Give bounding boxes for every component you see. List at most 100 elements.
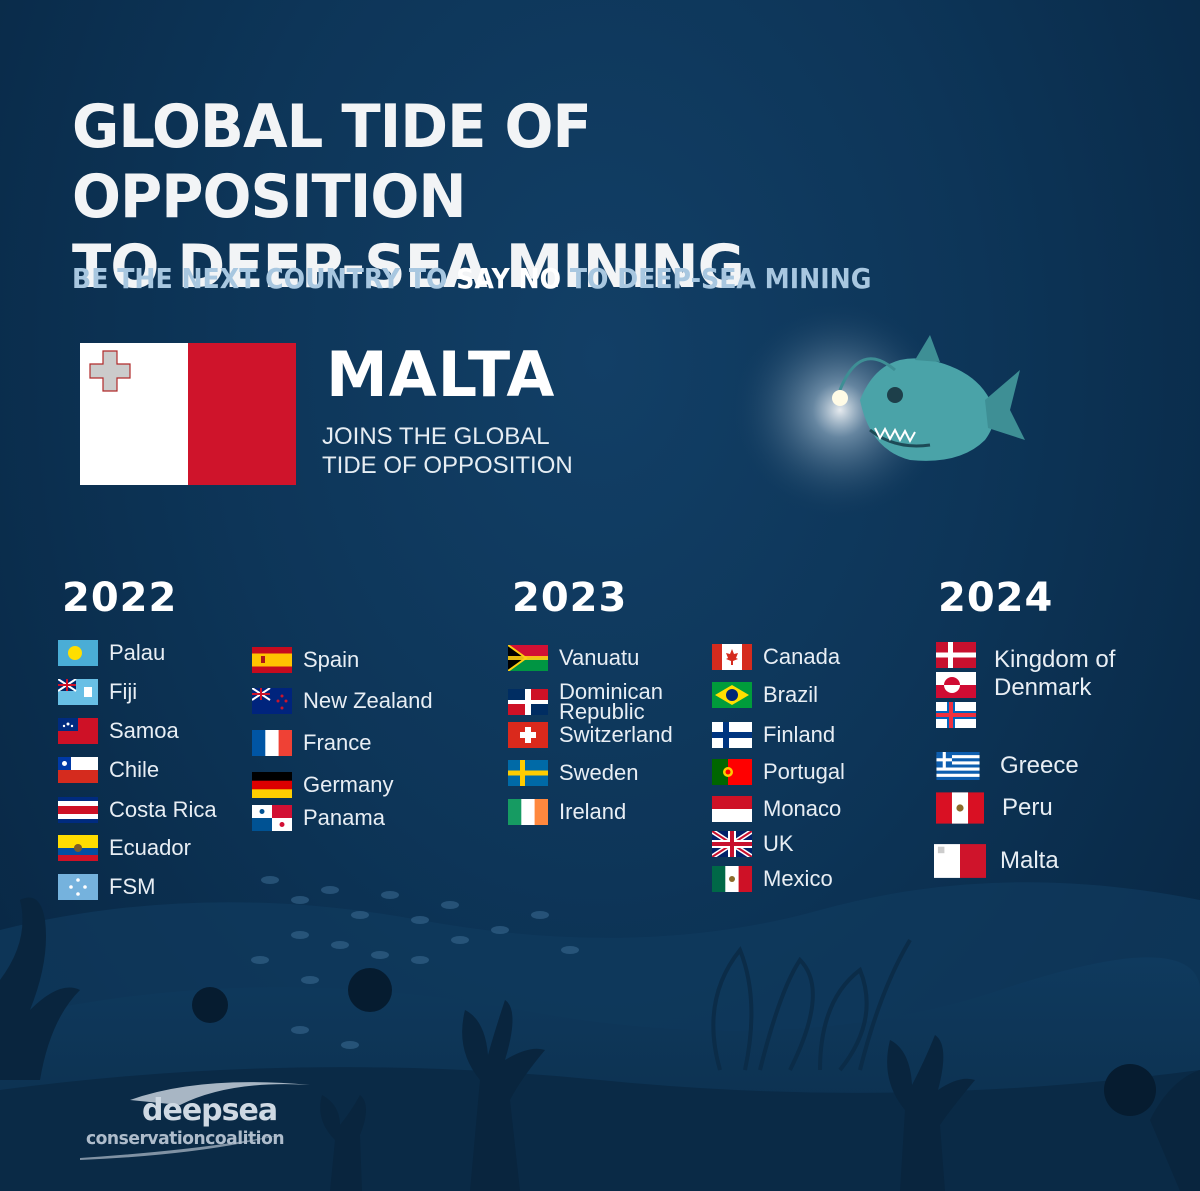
list-item-chile: Chile xyxy=(58,757,159,783)
page-title: GLOBAL TIDE OF OPPOSITION TO DEEP-SEA MI… xyxy=(72,92,936,302)
peru-flag-icon xyxy=(936,792,984,824)
fiji-flag-icon xyxy=(58,679,98,705)
country-name: Chile xyxy=(109,757,160,782)
featured-caption-line-2: TIDE OF OPPOSITION xyxy=(322,452,573,479)
anglerfish-illustration xyxy=(730,300,1025,520)
list-item-france: France xyxy=(252,730,371,756)
country-name: Peru xyxy=(1002,794,1053,821)
faroe-islands-flag-icon xyxy=(936,702,976,728)
mexico-flag-icon xyxy=(712,866,752,892)
list-item-samoa: Samoa xyxy=(58,718,179,744)
country-name: Canada xyxy=(763,644,841,669)
logo-text-bottom: conservationcoalition xyxy=(86,1128,285,1149)
subtitle-part-2: TO DEEP-SEA MINING xyxy=(561,262,872,295)
list-item-kingdom-of-denmark: Kingdom of Denmark xyxy=(936,642,1124,728)
country-name: Switzerland xyxy=(559,722,673,747)
country-name: Kingdom of Denmark xyxy=(994,646,1116,701)
country-name: Brazil xyxy=(763,682,819,707)
new-zealand-flag-icon xyxy=(252,688,292,714)
list-item-sweden: Sweden xyxy=(508,760,639,786)
country-name: Greece xyxy=(1000,752,1079,779)
samoa-flag-icon xyxy=(58,718,98,744)
list-item-panama: Panama xyxy=(252,805,385,831)
list-item-malta: Malta xyxy=(934,843,1059,879)
list-item-greece: Greece xyxy=(936,752,1079,780)
vanuatu-flag-icon xyxy=(508,645,548,671)
country-name: Samoa xyxy=(109,718,179,743)
list-item-fsm: FSM xyxy=(58,874,155,900)
subtitle-part-1: BE THE NEXT COUNTRY TO xyxy=(72,262,457,295)
featured-caption: JOINS THE GLOBAL TIDE OF OPPOSITION xyxy=(322,422,642,480)
deepsea-logo-wave-icon xyxy=(80,1082,310,1160)
list-item-mexico: Mexico xyxy=(712,866,833,892)
country-name: Finland xyxy=(763,722,836,747)
year-2022: 2022 xyxy=(62,575,178,621)
portugal-flag-icon xyxy=(712,759,752,785)
switzerland-flag-icon xyxy=(508,722,548,748)
country-name: Panama xyxy=(303,805,385,830)
costa-rica-flag-icon xyxy=(58,797,98,823)
country-name: Fiji xyxy=(109,679,138,704)
list-item-vanuatu: Vanuatu xyxy=(508,645,639,671)
fsm-flag-icon xyxy=(58,874,98,900)
france-flag-icon xyxy=(252,730,292,756)
list-item-peru: Peru xyxy=(936,792,1053,824)
title-line-1: GLOBAL TIDE OF OPPOSITION xyxy=(72,92,592,232)
country-name: Palau xyxy=(109,640,166,665)
canada-flag-icon xyxy=(712,644,752,670)
country-name: New Zealand xyxy=(303,688,433,713)
kingdom-of-denmark-flags xyxy=(936,642,976,728)
dominican-republic-flag-icon xyxy=(508,689,548,715)
country-name: FSM xyxy=(109,874,156,899)
malta-flag-icon xyxy=(934,844,986,878)
list-item-ireland: Ireland xyxy=(508,799,626,825)
list-item-monaco: Monaco xyxy=(712,796,841,822)
list-item-ecuador: Ecuador xyxy=(58,835,191,861)
chile-flag-icon xyxy=(58,757,98,783)
country-name: Ecuador xyxy=(109,835,191,860)
subtitle-space xyxy=(510,262,519,295)
country-name: UK xyxy=(763,831,794,856)
subtitle: BE THE NEXT COUNTRY TO SAY NO TO DEEP-SE… xyxy=(72,262,871,295)
country-name: Ireland xyxy=(559,799,627,824)
country-name: Dominican Republic xyxy=(559,679,663,724)
list-item-canada: Canada xyxy=(712,644,840,670)
greenland-flag-icon xyxy=(936,672,976,698)
list-item-uk: UK xyxy=(712,831,794,857)
logo-text-top: deepsea xyxy=(142,1093,278,1128)
list-item-costa-rica: Costa Rica xyxy=(58,797,217,823)
country-name: France xyxy=(303,730,372,755)
year-2024: 2024 xyxy=(938,575,1054,621)
greece-flag-icon xyxy=(936,752,980,780)
subtitle-say: SAY xyxy=(456,262,510,295)
list-item-portugal: Portugal xyxy=(712,759,845,785)
list-item-germany: Germany xyxy=(252,772,393,798)
year-2023: 2023 xyxy=(512,575,628,621)
list-item-finland: Finland xyxy=(712,722,835,748)
list-item-brazil: Brazil xyxy=(712,682,818,708)
list-item-dominican-republic: Dominican Republic xyxy=(508,679,689,724)
featured-country: MALTA xyxy=(326,338,556,411)
panama-flag-icon xyxy=(252,805,292,831)
denmark-flag-icon xyxy=(936,642,976,668)
palau-flag-icon xyxy=(58,640,98,666)
title-line-2: TO DEEP-SEA MINING xyxy=(72,232,745,302)
country-name: Malta xyxy=(1000,847,1059,874)
brazil-flag-icon xyxy=(712,682,752,708)
country-name: Portugal xyxy=(763,759,845,784)
ireland-flag-icon xyxy=(508,799,548,825)
country-name: Spain xyxy=(303,647,360,672)
germany-flag-icon xyxy=(252,772,292,798)
country-name: Costa Rica xyxy=(109,797,217,822)
ecuador-flag-icon xyxy=(58,835,98,861)
sweden-flag-icon xyxy=(508,760,548,786)
country-name: Germany xyxy=(303,772,394,797)
finland-flag-icon xyxy=(712,722,752,748)
seafloor-illustration xyxy=(0,876,1200,1191)
country-name: Sweden xyxy=(559,760,639,785)
list-item-fiji: Fiji xyxy=(58,679,137,705)
list-item-palau: Palau xyxy=(58,640,165,666)
country-name: Monaco xyxy=(763,796,842,821)
spain-flag-icon xyxy=(252,647,292,673)
list-item-new-zealand: New Zealand xyxy=(252,688,433,714)
